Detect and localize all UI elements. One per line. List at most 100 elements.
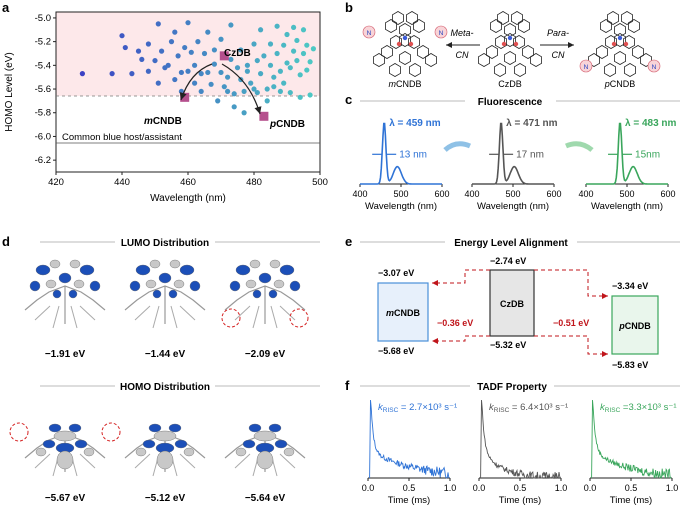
ring: [373, 53, 385, 67]
ring: [399, 33, 411, 47]
orbital-lobe: [229, 280, 241, 292]
nitrogen-atom: [402, 35, 408, 41]
czdb-homo: −5.32 eV: [490, 340, 526, 350]
orbital-lobe: [158, 272, 172, 284]
orbital-lobe: [73, 279, 85, 289]
nitrogen-atom: [617, 35, 623, 41]
scatter-point: [267, 62, 274, 68]
x-tick-label: 420: [48, 177, 64, 188]
scatter-point: [225, 88, 231, 95]
orbital: [224, 423, 306, 477]
scatter-point: [109, 71, 115, 77]
scatter-point: [287, 65, 293, 71]
homo-value-1: −5.67 eV: [45, 493, 86, 504]
homo-arrow-left: [432, 335, 490, 344]
spectrum-xlabel: Wavelength (nm): [477, 201, 549, 212]
orbital-lobe: [142, 439, 156, 449]
lumo-arrow-left: [432, 269, 490, 286]
orbital-lobe: [83, 447, 95, 457]
arrow-to-mcndb: [179, 63, 213, 101]
orbital-lobe: [279, 264, 295, 276]
scatter-point: [228, 56, 234, 63]
scatter-point: [244, 68, 250, 74]
scatter-point: [218, 36, 224, 42]
ring: [614, 33, 626, 47]
green-shift-arrow: [565, 141, 594, 152]
decay-xlabel: Time (ms): [388, 495, 430, 506]
ring: [614, 23, 626, 37]
ring: [406, 11, 418, 25]
scatter-point: [188, 49, 194, 55]
skeleton: [279, 453, 296, 469]
scatter-point: [172, 76, 178, 83]
scatter-point: [251, 86, 257, 92]
ring: [514, 63, 526, 77]
ring: [494, 63, 506, 77]
scatter-point: [165, 62, 171, 68]
cn-circle: [9, 422, 29, 442]
ring: [399, 23, 411, 37]
y-tick-label: -6.2: [35, 155, 51, 166]
cn-circle: [101, 422, 121, 442]
scatter-point: [258, 27, 264, 33]
orbital: [124, 423, 206, 477]
krisc-label: kRISC = 6.4×10³ s⁻¹: [489, 402, 568, 414]
ring: [604, 63, 616, 77]
orbital-lobe: [45, 279, 57, 289]
para-label-1: Para-: [547, 28, 569, 38]
scatter-point: [215, 98, 221, 104]
ring: [504, 33, 516, 47]
spectrum-peak-label: λ = 483 nm: [625, 118, 677, 129]
scatter-point: [241, 88, 247, 95]
lumo-value-2: −1.44 eV: [145, 349, 186, 360]
orbital-lobe: [248, 423, 262, 433]
skeleton: [134, 453, 151, 469]
scatter-point: [185, 68, 191, 74]
skeleton: [79, 453, 96, 469]
czdb-level-box: [489, 269, 535, 337]
mcndb-homo: −5.68 eV: [378, 346, 414, 356]
skeleton: [134, 305, 151, 321]
orbital-lobe: [53, 430, 77, 442]
scatter-point: [205, 69, 211, 76]
skeleton: [179, 453, 196, 469]
orbital-lobe: [79, 264, 95, 276]
skeleton: [234, 305, 251, 321]
mcndb-box-label: mCNDB: [386, 308, 421, 318]
orbital-lobe: [168, 289, 178, 299]
scatter-point: [205, 29, 211, 35]
orbital-lobe: [69, 259, 81, 269]
scatter-point: [291, 24, 297, 31]
orbital: [221, 259, 309, 329]
pcndb-box-label: pCNDB: [618, 321, 651, 331]
spectrum-fwhm-label: 13 nm: [399, 149, 427, 160]
scatter-point: [168, 39, 175, 45]
x-tick-label: 500: [312, 177, 328, 188]
cn-highlight: [434, 25, 448, 39]
y-tick-label: -5.4: [35, 60, 51, 71]
molecule-structures: N NN N: [362, 11, 661, 77]
host-line-label: Common blue host/assistant: [62, 132, 182, 143]
orbital-lobe: [179, 264, 195, 276]
scatter-point: [307, 59, 313, 65]
boron-atom: [623, 41, 629, 47]
skeleton: [279, 305, 296, 321]
spectrum-xlabel: Wavelength (nm): [365, 201, 437, 212]
orbital-lobe: [135, 447, 147, 457]
y-tick-label: -6.0: [35, 131, 51, 142]
ring: [497, 11, 509, 25]
decay-tick-label: 0.5: [403, 483, 416, 493]
orbital: [124, 259, 206, 329]
scatter-point: [152, 57, 158, 64]
lumo-arrow-right: [534, 269, 608, 299]
x-tick-label: 480: [246, 177, 262, 188]
scatter-point: [294, 37, 300, 44]
scatter-point: [274, 50, 280, 57]
scatter-point: [192, 62, 198, 68]
scatter-point: [304, 42, 310, 48]
boron-atom: [408, 41, 414, 47]
czdb-point-label: CzDB: [224, 48, 251, 59]
orbital-lobe: [168, 423, 182, 433]
ring: [596, 45, 608, 59]
ring: [392, 11, 404, 25]
